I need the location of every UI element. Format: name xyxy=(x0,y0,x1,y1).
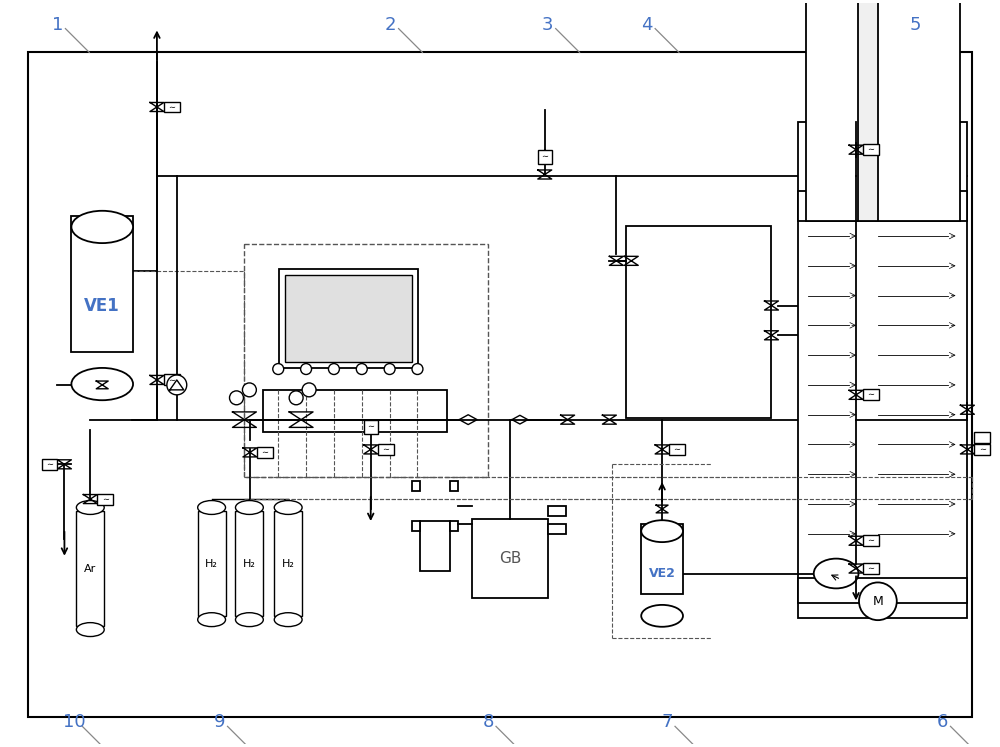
Text: ∼: ∼ xyxy=(867,564,874,573)
Text: 9: 9 xyxy=(214,713,225,731)
Ellipse shape xyxy=(235,500,263,515)
Text: 6: 6 xyxy=(937,713,948,731)
Ellipse shape xyxy=(230,391,243,405)
Ellipse shape xyxy=(273,364,284,374)
Ellipse shape xyxy=(356,364,367,374)
Bar xyxy=(858,0,878,221)
Bar xyxy=(974,444,990,455)
Bar xyxy=(472,519,548,598)
Bar xyxy=(244,244,488,477)
Bar xyxy=(97,494,113,504)
Text: ∼: ∼ xyxy=(102,495,109,503)
Ellipse shape xyxy=(274,613,302,627)
Bar xyxy=(806,0,861,221)
Ellipse shape xyxy=(384,364,395,374)
Bar xyxy=(71,216,133,352)
Bar xyxy=(538,149,552,164)
Ellipse shape xyxy=(198,500,226,515)
Bar xyxy=(378,444,394,455)
Bar xyxy=(798,578,967,604)
Bar xyxy=(235,511,263,616)
Bar xyxy=(798,122,967,619)
Bar xyxy=(626,226,771,418)
Bar xyxy=(548,524,566,534)
Text: GB: GB xyxy=(499,551,521,566)
Text: ∼: ∼ xyxy=(867,145,874,154)
Text: 7: 7 xyxy=(661,713,673,731)
Ellipse shape xyxy=(289,391,303,405)
Text: ∼: ∼ xyxy=(261,448,268,457)
Bar xyxy=(420,521,450,571)
Ellipse shape xyxy=(71,368,133,400)
Bar xyxy=(412,521,420,531)
Ellipse shape xyxy=(412,364,423,374)
Ellipse shape xyxy=(328,364,339,374)
Text: M: M xyxy=(873,595,883,608)
Text: ∼: ∼ xyxy=(46,460,53,469)
Bar xyxy=(669,444,685,455)
Bar xyxy=(164,374,180,385)
Ellipse shape xyxy=(859,583,897,620)
Bar xyxy=(263,390,447,432)
Text: ∼: ∼ xyxy=(382,445,389,454)
Bar xyxy=(28,52,972,717)
Text: H₂: H₂ xyxy=(205,559,218,568)
Ellipse shape xyxy=(235,613,263,627)
Bar xyxy=(450,521,458,531)
Bar xyxy=(198,511,226,616)
Text: ∼: ∼ xyxy=(168,102,175,111)
Bar xyxy=(164,102,180,113)
Text: Ar: Ar xyxy=(84,563,96,574)
Text: 8: 8 xyxy=(482,713,494,731)
Ellipse shape xyxy=(814,559,858,589)
Ellipse shape xyxy=(71,211,133,243)
Bar xyxy=(863,563,879,574)
Text: ∼: ∼ xyxy=(867,536,874,545)
Bar xyxy=(863,389,879,400)
Text: ∼: ∼ xyxy=(541,152,548,161)
Ellipse shape xyxy=(301,364,312,374)
Bar xyxy=(257,447,273,458)
Text: ∼: ∼ xyxy=(168,376,175,385)
Bar xyxy=(279,269,418,368)
Ellipse shape xyxy=(167,375,187,395)
Text: 4: 4 xyxy=(641,16,653,34)
Ellipse shape xyxy=(641,605,683,627)
Bar xyxy=(450,481,458,491)
Bar xyxy=(42,459,57,470)
Bar xyxy=(863,536,879,546)
Text: H₂: H₂ xyxy=(243,559,256,568)
Text: 5: 5 xyxy=(910,16,921,34)
Text: VE1: VE1 xyxy=(84,297,120,314)
Ellipse shape xyxy=(198,613,226,627)
Ellipse shape xyxy=(641,520,683,542)
Bar xyxy=(863,144,879,155)
Text: 2: 2 xyxy=(385,16,396,34)
Text: ∼: ∼ xyxy=(367,422,374,431)
Text: 10: 10 xyxy=(63,713,86,731)
Text: H₂: H₂ xyxy=(282,559,295,568)
Bar xyxy=(364,420,378,433)
Text: 3: 3 xyxy=(542,16,553,34)
Text: ∼: ∼ xyxy=(674,445,681,454)
Ellipse shape xyxy=(242,383,256,397)
Bar xyxy=(974,432,990,444)
Ellipse shape xyxy=(76,623,104,636)
Ellipse shape xyxy=(302,383,316,397)
Ellipse shape xyxy=(76,500,104,515)
Bar xyxy=(76,511,104,626)
Bar xyxy=(798,191,967,221)
Text: ∼: ∼ xyxy=(979,445,986,454)
Bar xyxy=(876,0,960,221)
Text: VE2: VE2 xyxy=(649,567,676,580)
Bar xyxy=(285,275,412,362)
Bar xyxy=(274,511,302,616)
Ellipse shape xyxy=(274,500,302,515)
Bar xyxy=(548,506,566,516)
Bar xyxy=(641,524,683,594)
Text: ∼: ∼ xyxy=(867,391,874,400)
Bar xyxy=(412,481,420,491)
Text: 1: 1 xyxy=(52,16,63,34)
